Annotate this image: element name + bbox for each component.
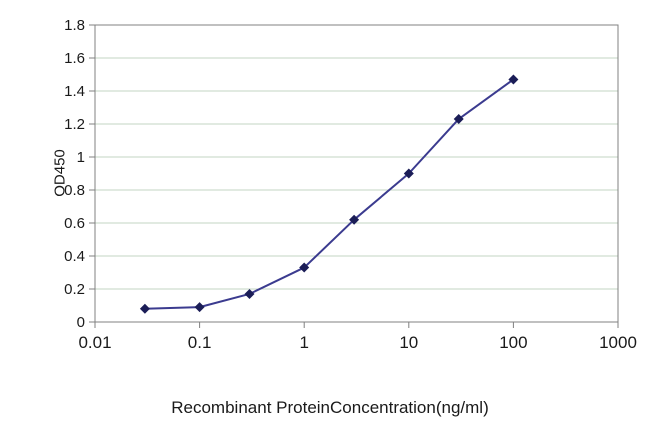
data-point-marker [299,262,310,273]
y-tick-label: 1.4 [64,83,85,100]
x-tick-label: 100 [499,333,527,352]
x-tick-label: 10 [399,333,418,352]
y-tick-label: 1.6 [64,50,85,67]
y-tick-label: 1.8 [64,17,85,34]
data-point-marker [194,302,205,313]
plot-border [94,24,619,323]
x-axis-label: Recombinant ProteinConcentration(ng/ml) [171,398,489,417]
y-tick-label: 0.6 [64,215,85,232]
y-tick-label: 0.2 [64,281,85,298]
data-point-marker [403,168,414,179]
y-tick-label: 1.2 [64,116,85,133]
data-point-marker [453,114,464,125]
y-tick-label: 0.8 [64,182,85,199]
x-tick-label: 1 [299,333,308,352]
y-axis-label: OD450 [51,149,69,197]
data-line [144,78,514,310]
y-tick-label: 0.4 [64,248,85,265]
y-tick-label: 1 [77,149,85,166]
data-point-marker [244,288,255,299]
data-point-marker [349,214,360,225]
x-tick-label: 1000 [599,333,637,352]
data-point-marker [508,74,519,85]
y-tick-label: 0 [77,314,85,331]
x-tick-label: 0.01 [78,333,111,352]
x-tick-label: 0.1 [188,333,212,352]
data-point-marker [139,303,150,314]
